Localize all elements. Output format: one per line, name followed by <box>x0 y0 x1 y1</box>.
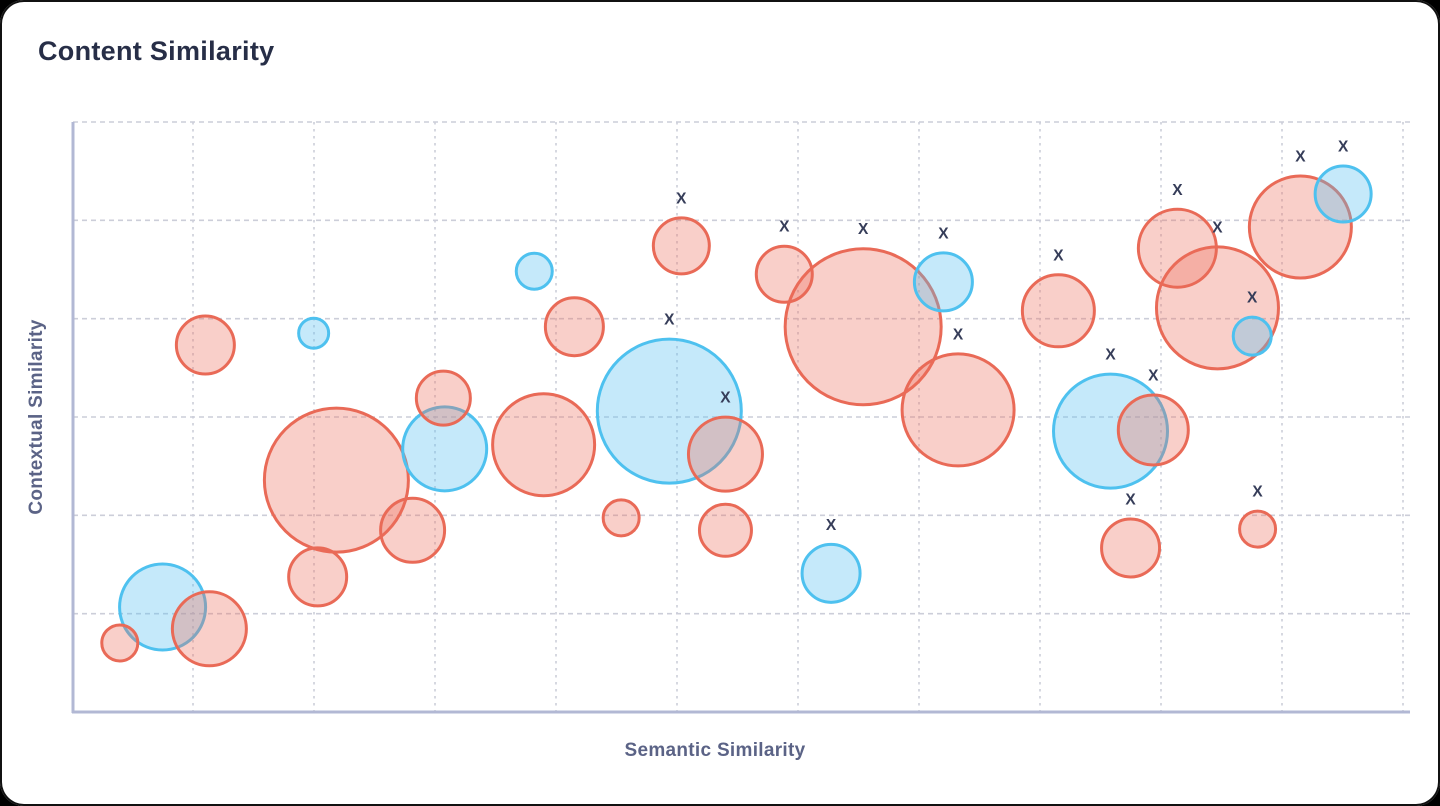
x-marker: X <box>1252 484 1263 501</box>
x-axis-label: Semantic Similarity <box>624 740 806 761</box>
bubble-red[interactable] <box>686 415 764 493</box>
bubble-red[interactable] <box>491 392 597 498</box>
bubble-red[interactable] <box>1238 509 1278 549</box>
bubble-red[interactable] <box>100 623 140 663</box>
bubble-red[interactable] <box>900 352 1016 468</box>
bubble-blue[interactable] <box>118 562 208 652</box>
bubble-red[interactable] <box>262 406 410 554</box>
bubble-red[interactable] <box>170 590 248 668</box>
x-marker: X <box>664 312 675 329</box>
bubble-blue[interactable] <box>297 316 331 350</box>
bubble-red[interactable] <box>414 369 472 427</box>
x-marker: X <box>779 219 790 236</box>
x-marker: X <box>1148 367 1159 384</box>
bubble-blue[interactable] <box>912 251 974 313</box>
bubble-red[interactable] <box>697 502 753 558</box>
bubble-red[interactable] <box>1247 174 1353 280</box>
bubble-red[interactable] <box>1136 207 1218 289</box>
x-marker: X <box>953 326 964 343</box>
bubble-blue[interactable] <box>1231 315 1273 357</box>
x-marker: X <box>826 517 837 534</box>
x-marker: X <box>1105 347 1116 364</box>
bubble-red[interactable] <box>1100 517 1162 579</box>
x-marker: X <box>938 225 949 242</box>
x-marker: X <box>1247 290 1258 307</box>
bubble-blue[interactable] <box>595 337 743 485</box>
x-marker: X <box>1053 247 1064 264</box>
bubble-blue[interactable] <box>1052 372 1170 490</box>
bubble-red[interactable] <box>651 216 711 276</box>
bubble-red[interactable] <box>601 498 641 538</box>
bubble-blue[interactable] <box>514 251 554 291</box>
bubble-red[interactable] <box>379 496 447 564</box>
chart-title: Content Similarity <box>38 36 275 66</box>
x-marker: X <box>858 221 869 238</box>
x-marker: X <box>1295 149 1306 166</box>
x-marker: X <box>720 390 731 407</box>
x-marker: X <box>1125 491 1136 508</box>
x-marker: X <box>676 190 687 207</box>
bubble-red[interactable] <box>543 296 605 358</box>
bubble-blue[interactable] <box>1313 164 1373 224</box>
bubble-blue[interactable] <box>800 542 862 604</box>
x-marker: X <box>1338 138 1349 155</box>
x-marker: X <box>1212 219 1223 236</box>
bubble-blue[interactable] <box>401 405 489 493</box>
bubble-red[interactable] <box>287 546 349 608</box>
bubble-red[interactable] <box>174 314 236 376</box>
bubble-red[interactable] <box>1116 393 1190 467</box>
x-marker: X <box>1172 182 1183 199</box>
bubble-red[interactable] <box>754 244 814 304</box>
bubble-red[interactable] <box>1020 273 1096 349</box>
bubble-red[interactable] <box>783 247 943 407</box>
